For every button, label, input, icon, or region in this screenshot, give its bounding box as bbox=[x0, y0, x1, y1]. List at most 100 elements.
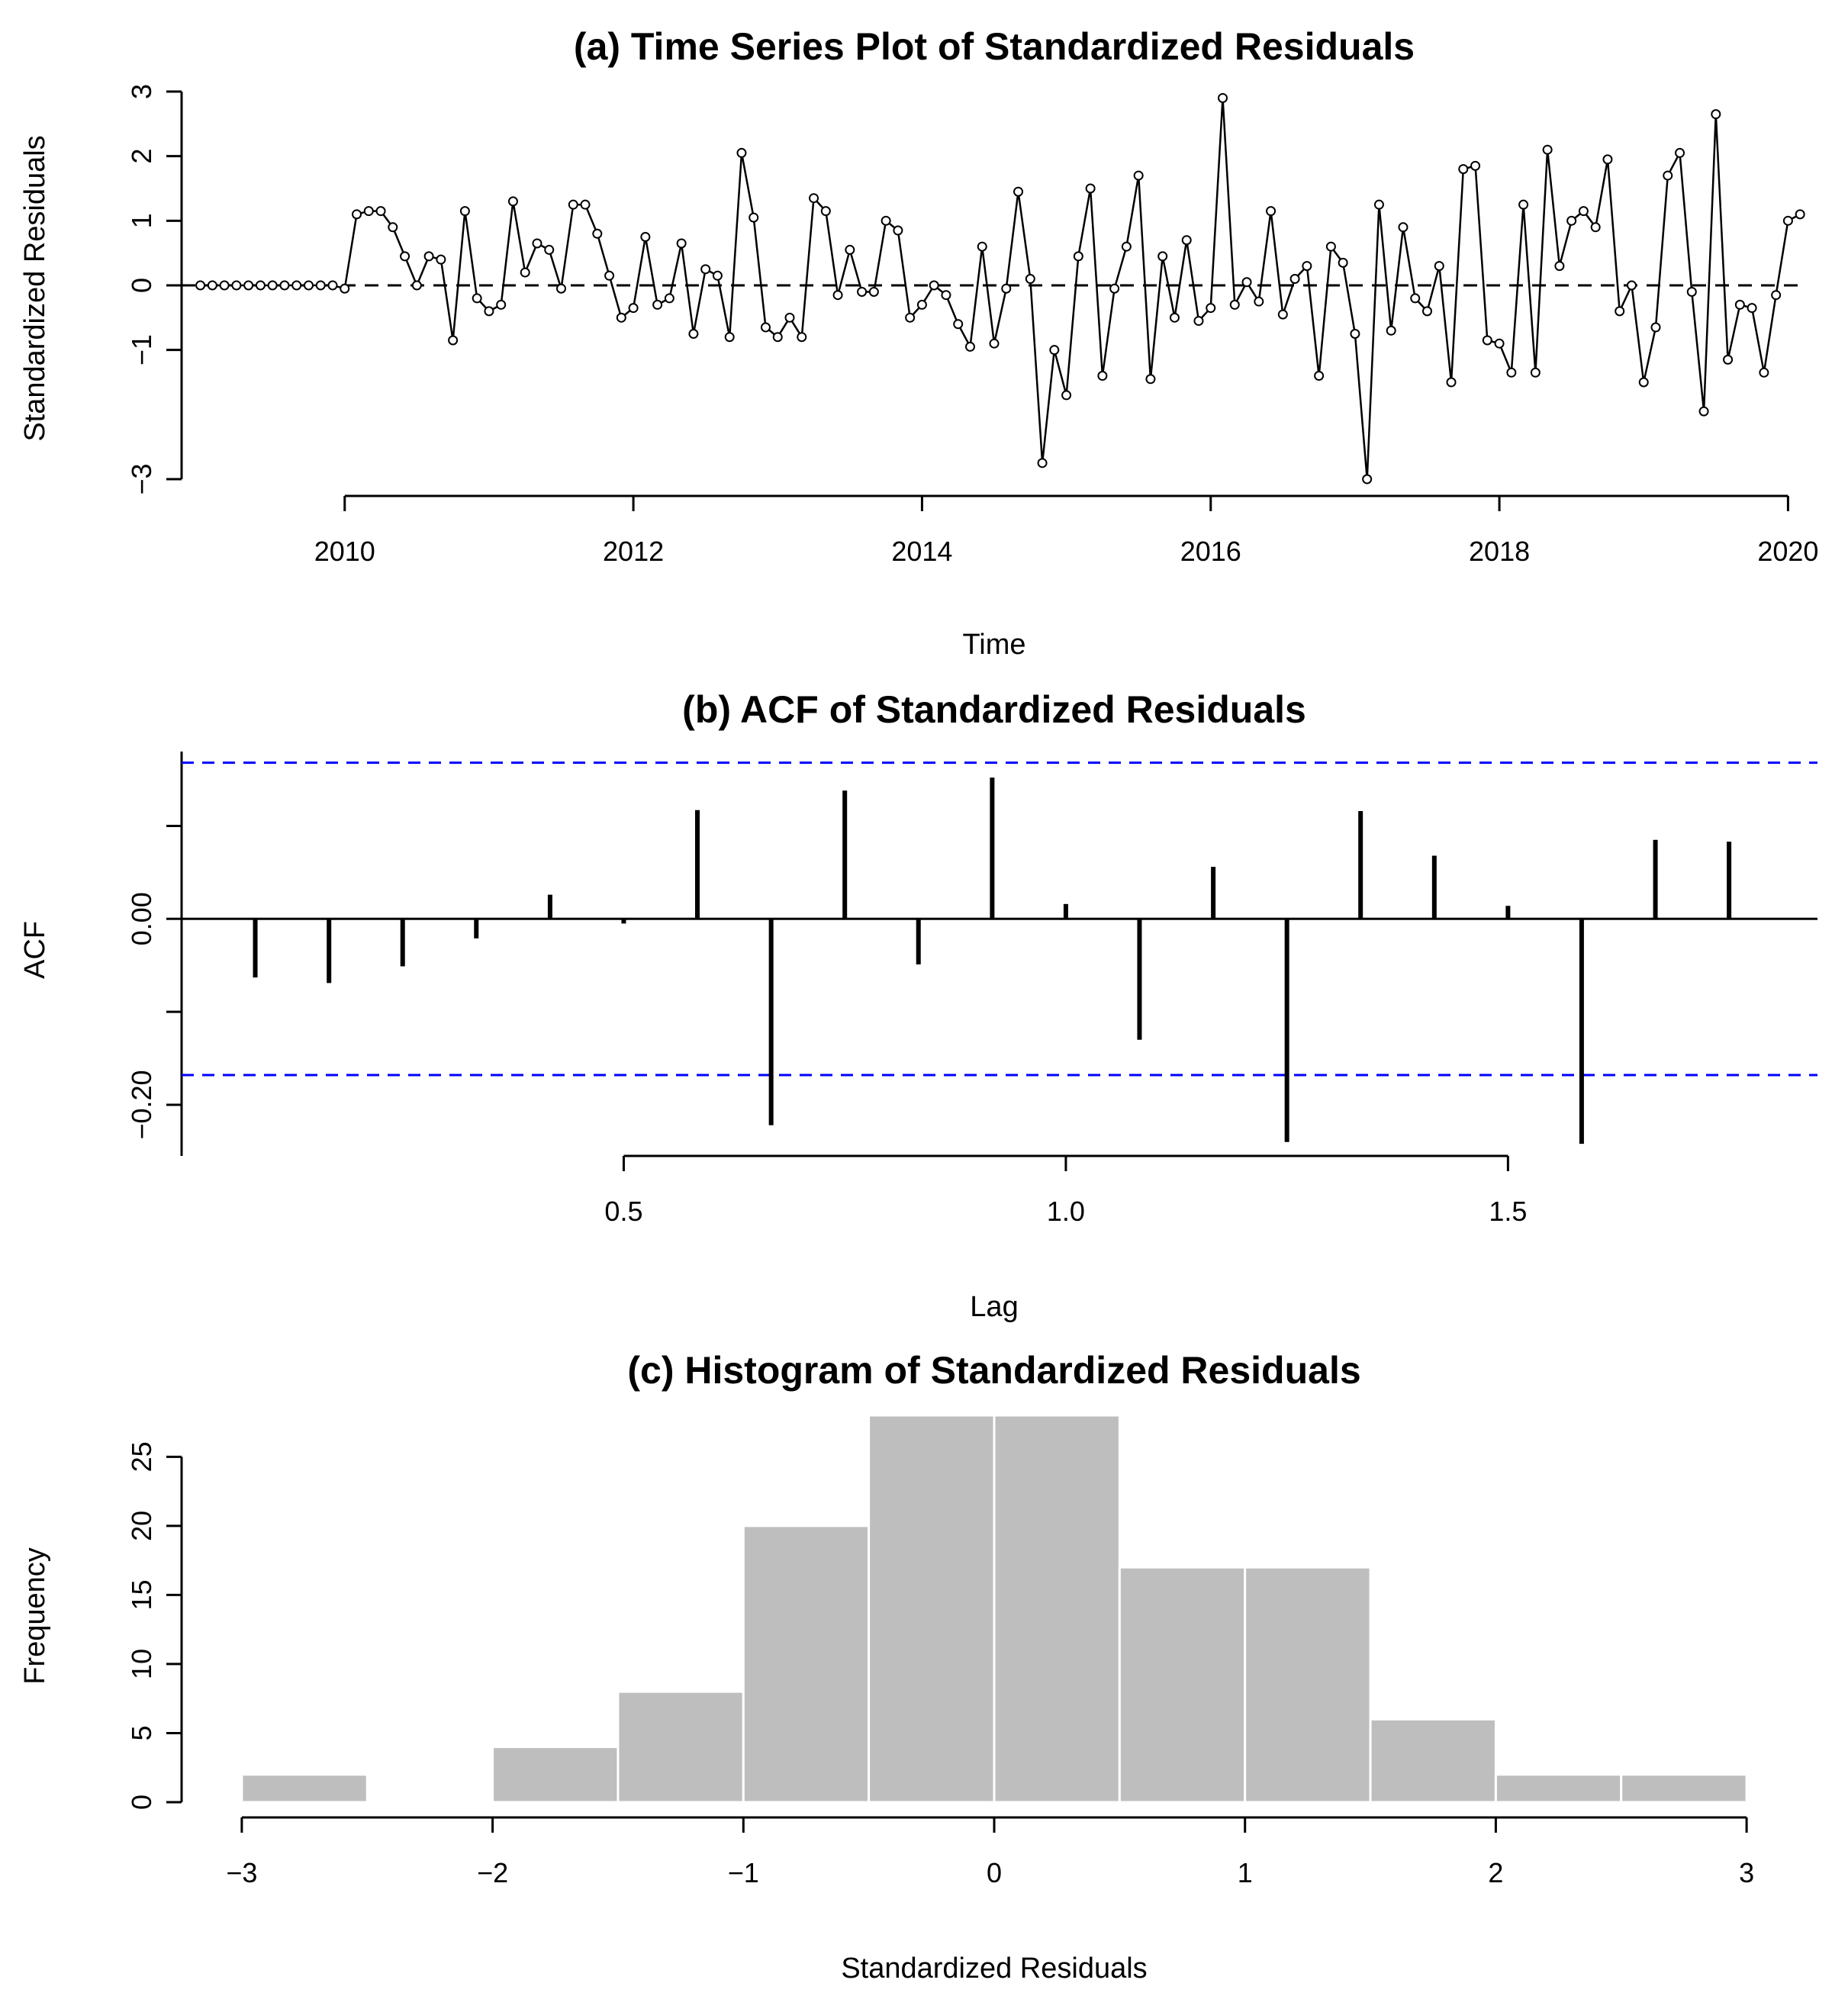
data-point bbox=[1025, 274, 1035, 285]
x-tick-label-c: 3 bbox=[1739, 1857, 1754, 1888]
x-tick-label-a: 2010 bbox=[314, 536, 375, 567]
data-point bbox=[1314, 371, 1325, 381]
data-point bbox=[1169, 312, 1180, 323]
data-point bbox=[1723, 354, 1734, 365]
y-tick-label-c: 15 bbox=[126, 1579, 157, 1610]
y-tick-label-a: −1 bbox=[126, 334, 157, 365]
data-point bbox=[1157, 251, 1168, 262]
data-point bbox=[1037, 458, 1048, 468]
data-point bbox=[868, 286, 879, 297]
x-axis-label-c: Standardized Residuals bbox=[841, 1952, 1147, 1985]
y-axis-label-a: Standardized Residuals bbox=[19, 135, 51, 441]
data-point bbox=[1771, 290, 1782, 301]
data-point bbox=[532, 238, 542, 249]
data-point bbox=[640, 232, 651, 242]
data-point bbox=[1686, 286, 1697, 297]
data-point bbox=[255, 280, 266, 291]
data-point bbox=[1638, 377, 1649, 388]
chart-title-b: (b) ACF of Standardized Residuals bbox=[682, 688, 1306, 731]
data-point bbox=[1795, 209, 1805, 220]
data-point bbox=[1386, 325, 1396, 336]
y-axis-label-b: ACF bbox=[19, 921, 51, 979]
y-tick-label-a: 0 bbox=[126, 278, 157, 293]
data-point bbox=[1734, 299, 1745, 310]
data-point bbox=[580, 199, 591, 210]
data-point bbox=[1530, 367, 1541, 378]
data-point bbox=[496, 299, 507, 310]
data-point bbox=[893, 225, 903, 236]
x-tick-label-c: 0 bbox=[987, 1857, 1002, 1888]
histogram-bars bbox=[240, 1414, 1748, 1804]
data-point bbox=[688, 329, 699, 339]
data-point bbox=[1421, 306, 1432, 317]
data-point bbox=[772, 332, 783, 343]
data-point bbox=[1602, 154, 1613, 165]
data-point bbox=[1302, 261, 1312, 272]
data-point bbox=[1325, 241, 1336, 252]
data-point bbox=[1206, 303, 1216, 314]
data-point bbox=[989, 338, 1000, 349]
axes-a: −3 −1 0 1 2 3 2010 2012 2014 2016 2018 2020 bbox=[126, 84, 1818, 567]
data-point bbox=[507, 196, 518, 207]
data-point bbox=[916, 299, 927, 310]
data-point bbox=[857, 286, 868, 297]
data-point bbox=[964, 341, 975, 352]
data-point bbox=[760, 322, 771, 333]
data-point bbox=[315, 280, 326, 291]
data-point bbox=[941, 290, 951, 301]
data-point bbox=[411, 280, 422, 291]
data-point bbox=[1747, 303, 1757, 314]
data-point bbox=[1698, 406, 1709, 417]
chart-title-a: (a) Time Series Plot of Standardized Res… bbox=[574, 25, 1415, 68]
data-point bbox=[712, 270, 723, 281]
data-point bbox=[1049, 345, 1060, 356]
axes-b: −0.20 0.00 0.5 1.0 1.5 bbox=[126, 752, 1527, 1227]
data-point bbox=[520, 267, 530, 278]
x-tick-label-c: −3 bbox=[226, 1857, 257, 1888]
data-point bbox=[303, 280, 314, 291]
data-point bbox=[1085, 183, 1096, 194]
axes-c: 0 5 10 15 20 25 −3 −2 −1 0 1 2 3 bbox=[126, 1441, 1754, 1888]
data-point bbox=[291, 280, 302, 291]
y-tick-label-a: 1 bbox=[126, 213, 157, 228]
data-point bbox=[243, 280, 254, 291]
data-point bbox=[448, 335, 459, 346]
data-point bbox=[195, 280, 206, 291]
panel-histogram: (c) Histogram of Standardized Residuals … bbox=[19, 1349, 1754, 1985]
data-point bbox=[1590, 222, 1601, 233]
data-point bbox=[363, 206, 374, 217]
data-point bbox=[219, 280, 230, 291]
data-point bbox=[1494, 338, 1505, 349]
x-tick-label-b: 1.0 bbox=[1047, 1196, 1085, 1227]
data-point bbox=[1133, 170, 1144, 181]
data-point bbox=[604, 270, 615, 281]
histogram-bar bbox=[868, 1414, 996, 1804]
y-tick-label-c: 5 bbox=[126, 1725, 157, 1740]
data-point bbox=[700, 264, 711, 275]
data-point bbox=[628, 303, 639, 314]
data-point bbox=[1542, 144, 1553, 155]
data-point bbox=[1650, 322, 1661, 333]
data-point bbox=[1073, 251, 1083, 262]
y-tick-label-a: −3 bbox=[126, 463, 157, 494]
y-tick-label-c: 20 bbox=[126, 1511, 157, 1541]
x-tick-label-c: 1 bbox=[1238, 1857, 1253, 1888]
data-point bbox=[568, 199, 578, 210]
data-point bbox=[1470, 160, 1481, 171]
data-point bbox=[459, 206, 470, 217]
x-tick-label-b: 1.5 bbox=[1489, 1196, 1527, 1227]
data-point bbox=[1254, 296, 1264, 307]
data-point bbox=[400, 251, 410, 262]
data-point bbox=[1626, 280, 1637, 291]
data-point bbox=[905, 312, 916, 323]
data-point bbox=[207, 280, 217, 291]
data-point bbox=[797, 332, 807, 343]
data-point bbox=[1013, 186, 1024, 197]
x-axis-label-a: Time bbox=[962, 629, 1025, 661]
x-tick-label-a: 2016 bbox=[1180, 536, 1241, 567]
histogram-bar bbox=[1494, 1773, 1623, 1804]
data-point bbox=[1001, 283, 1012, 294]
y-tick-label-b: −0.20 bbox=[126, 1070, 157, 1139]
histogram-bar bbox=[1369, 1717, 1497, 1804]
